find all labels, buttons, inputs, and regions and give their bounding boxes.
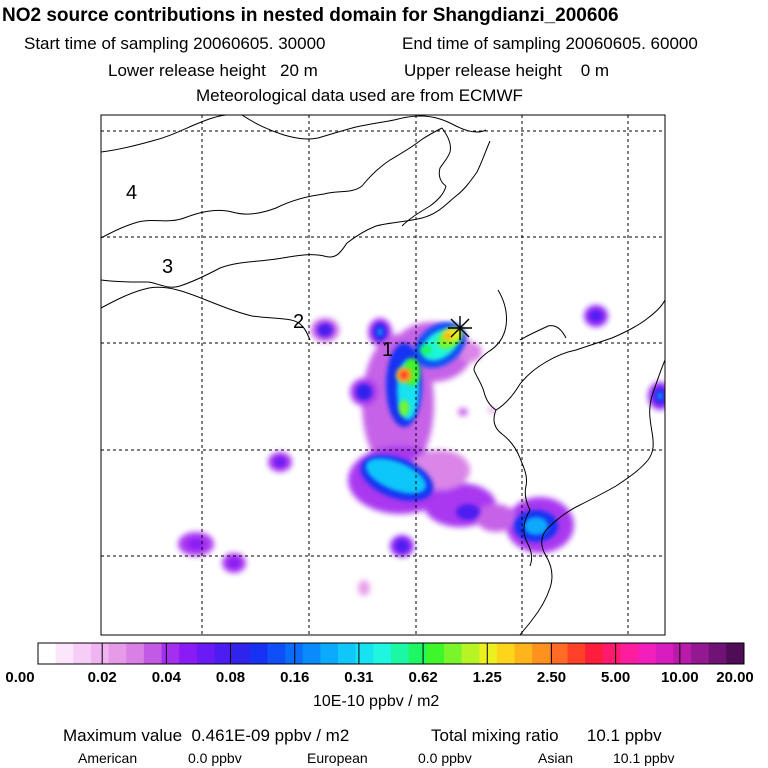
colorbar-swatch: [196, 643, 215, 664]
colorbar-swatch: [302, 643, 321, 664]
region-european-value: 0.0 ppbv: [418, 750, 472, 766]
total-mixing-ratio-label: Total mixing ratio 10.1 ppbv: [431, 726, 662, 745]
colorbar-tick-label: 0.04: [151, 669, 181, 686]
colorbar-swatch: [532, 643, 551, 664]
colorbar-tick-label: 0.16: [280, 669, 310, 686]
colorbar-swatch: [443, 643, 463, 664]
maximum-value-label: Maximum value 0.461E-09 ppbv / m2: [63, 726, 350, 745]
colorbar-swatch: [161, 643, 180, 664]
colorbar-swatch: [708, 643, 727, 664]
region-label-2: 2: [293, 311, 304, 333]
colorbar-swatch: [391, 643, 410, 664]
region-american-name: American: [78, 750, 138, 766]
colorbar-swatch: [691, 643, 710, 664]
colorbar-swatch: [655, 643, 674, 664]
colorbar-tick-label: 2.50: [536, 669, 567, 686]
colorbar-swatch: [355, 643, 374, 664]
colorbar-tick-label: 0.31: [344, 669, 374, 686]
colorbar-swatch: [126, 643, 145, 664]
colorbar-swatch: [143, 643, 163, 664]
star-icon: [448, 316, 472, 340]
colorbar-swatch: [726, 643, 745, 664]
colorbar-swatch: [479, 643, 498, 664]
colorbar-swatch: [602, 643, 621, 664]
colorbar-swatch: [267, 643, 286, 664]
colorbar-tick-label: 10.00: [661, 669, 699, 686]
colorbar-swatch: [461, 643, 480, 664]
concentration-field: 4 3 2 1: [101, 115, 665, 635]
colorbar-swatch: [638, 643, 657, 664]
colorbar-swatch: [179, 643, 198, 664]
region-label-1: 1: [382, 339, 393, 361]
region-european-name: European: [307, 750, 368, 766]
colorbar-swatch: [232, 643, 251, 664]
colorbar-tick-label: 0.08: [215, 669, 246, 686]
colorbar-tick-label: 1.25: [472, 669, 502, 686]
colorbar-swatch: [673, 643, 692, 664]
colorbar-swatch: [73, 643, 92, 664]
page-title: NO2 source contributions in nested domai…: [2, 5, 619, 26]
colorbar-tick-label: 0.00: [5, 669, 35, 686]
colorbar-swatch: [55, 643, 74, 664]
start-time-label: Start time of sampling 20060605. 30000: [24, 34, 326, 53]
region-asian-value: 10.1 ppbv: [613, 750, 675, 766]
colorbar-swatch: [408, 643, 427, 664]
colorbar-swatch: [620, 643, 639, 664]
region-american-value: 0.0 ppbv: [188, 750, 242, 766]
colorbar-swatch: [373, 643, 392, 664]
colorbar-swatch: [567, 643, 586, 664]
colorbar-swatch: [108, 643, 127, 664]
colorbar-tick-label: 0.02: [87, 669, 117, 686]
colorbar-swatch: [585, 643, 604, 664]
colorbar-swatch: [338, 643, 357, 664]
colorbar-swatch: [549, 643, 568, 664]
region-label-4: 4: [126, 182, 137, 204]
region-asian-name: Asian: [538, 750, 574, 766]
colorbar-swatch: [214, 643, 233, 664]
colorbar-swatch: [320, 643, 339, 664]
colorbar-swatch: [426, 643, 445, 664]
met-data-source-label: Meteorological data used are from ECMWF: [196, 86, 523, 105]
colorbar-tick-label: 5.00: [601, 669, 631, 686]
colorbar-swatch: [514, 643, 533, 664]
colorbar-swatch: [90, 643, 110, 664]
lower-release-height-label: Lower release height 20 m: [108, 61, 318, 80]
colorbar-border: [37, 642, 745, 665]
end-time-label: End time of sampling 20060605. 60000: [402, 34, 698, 53]
colorbar-tick-label: 20.00: [716, 669, 754, 686]
colorbar-tick-label: 0.62: [408, 669, 438, 686]
coastline-borders: [101, 115, 665, 635]
colorbar-swatch: [249, 643, 268, 664]
lat-lon-grid: [101, 115, 665, 635]
color-bar: [37, 642, 745, 665]
colorbar-swatch: [496, 643, 516, 664]
colorbar-swatch: [285, 643, 304, 664]
upper-release-height-label: Upper release height 0 m: [404, 61, 610, 80]
region-label-3: 3: [162, 256, 173, 278]
colorbar-swatch: [38, 643, 57, 664]
map-frame: [100, 114, 666, 636]
colorbar-unit-label: 10E-10 ppbv / m2: [313, 693, 440, 710]
